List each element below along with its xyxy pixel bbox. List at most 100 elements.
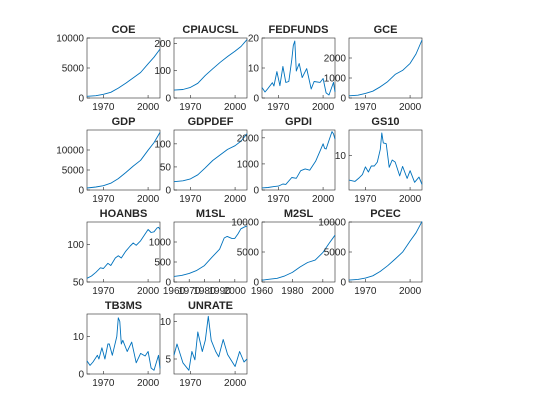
- series-line-m1sl: [173, 225, 248, 277]
- x-tick-label: 1970: [178, 286, 201, 297]
- y-tick-label: 10000: [56, 146, 84, 157]
- subplot-gdp: GDP 1970 2000 0 5000 10000: [56, 116, 161, 205]
- x-tick-label: 1970: [179, 194, 202, 205]
- x-tick-label: 2000: [224, 378, 247, 389]
- y-tick-label: 10: [335, 151, 347, 162]
- series-line-fedfunds: [261, 40, 336, 96]
- y-tick-label: 0: [253, 186, 259, 197]
- plot-title: PCEC: [370, 208, 401, 220]
- plot-title: M1SL: [196, 208, 226, 220]
- subplot-gdpdef: GDPDEF 1970 2000 0 50 100: [154, 116, 248, 205]
- plot-frame: [86, 37, 161, 99]
- plot-frame: [173, 313, 248, 375]
- y-tick-label: 2000: [324, 54, 347, 65]
- x-tick-label: 1970: [92, 102, 115, 113]
- plot-title: GDP: [112, 116, 136, 128]
- y-tick-label: 0: [253, 94, 259, 105]
- x-tick-label: 2000: [137, 102, 160, 113]
- x-tick-label: 1970: [179, 102, 202, 113]
- y-tick-label: 10: [248, 64, 260, 75]
- y-tick-label: 0: [78, 94, 84, 105]
- y-tick-label: 200: [154, 39, 171, 50]
- subplot-hoanbs: HOANBS 1970 2000 50 100: [67, 208, 161, 297]
- plot-title: UNRATE: [188, 300, 233, 312]
- x-tick-label: 1960: [251, 286, 274, 297]
- series-line-coe: [86, 48, 161, 97]
- series-line-gdpdef: [173, 133, 248, 183]
- y-tick-label: 5: [165, 355, 171, 366]
- plot-frame: [86, 313, 161, 375]
- x-tick-label: 1970: [354, 194, 377, 205]
- x-tick-label: 1980: [281, 286, 304, 297]
- series-line-hoanbs: [86, 226, 161, 279]
- x-tick-label: 2000: [399, 286, 422, 297]
- y-tick-label: 10000: [231, 218, 259, 229]
- plot-frame: [261, 129, 336, 191]
- plot-title: TB3MS: [105, 300, 142, 312]
- y-tick-label: 10000: [318, 218, 346, 229]
- plot-title: GDPDEF: [188, 116, 234, 128]
- y-tick-label: 5000: [237, 248, 260, 259]
- y-tick-label: 1000: [324, 74, 347, 85]
- x-tick-label: 2000: [312, 194, 335, 205]
- series-line-tb3ms: [86, 317, 161, 371]
- plot-frame: [261, 37, 336, 99]
- x-tick-label: 1970: [354, 102, 377, 113]
- series-line-pcec: [348, 221, 423, 281]
- x-tick-label: 2000: [224, 286, 247, 297]
- plot-title: CPIAUCSL: [182, 24, 239, 36]
- plot-frame: [348, 221, 423, 283]
- series-line-gpdi: [261, 131, 336, 189]
- plot-title: HOANBS: [100, 208, 148, 220]
- series-line-m2sl: [261, 234, 336, 281]
- x-tick-label: 1970: [267, 194, 290, 205]
- y-tick-label: 20: [248, 34, 260, 45]
- y-tick-label: 1000: [149, 238, 172, 249]
- plot-frame: [173, 129, 248, 191]
- plot-frame: [86, 221, 161, 283]
- y-tick-label: 5000: [62, 64, 85, 75]
- subplot-gs10: GS10 1970 2000 10: [335, 116, 423, 205]
- y-tick-label: 2000: [237, 133, 260, 144]
- plot-title: GCE: [374, 24, 398, 36]
- subplot-pcec: PCEC 1970 2000 0 5000 10000: [318, 208, 423, 297]
- series-line-gce: [348, 39, 423, 97]
- x-tick-label: 2000: [312, 102, 335, 113]
- y-tick-label: 100: [154, 66, 171, 77]
- x-tick-label: 1970: [92, 378, 115, 389]
- series-line-cpiaucsl: [173, 39, 248, 91]
- plot-title: COE: [112, 24, 136, 36]
- y-tick-label: 0: [340, 278, 346, 289]
- y-tick-label: 5000: [324, 248, 347, 259]
- series-line-gs10: [348, 132, 423, 185]
- subplot-unrate: UNRATE 1970 2000 5 10: [160, 300, 248, 389]
- plot-title: FEDFUNDS: [269, 24, 329, 36]
- subplot-cpiaucsl: CPIAUCSL 1970 2000 0 100 200: [154, 24, 248, 113]
- x-tick-label: 1990: [209, 286, 232, 297]
- x-tick-label: 2000: [399, 194, 422, 205]
- subplot-m2sl: M2SL 1960 1980 2000 0 5000 10000: [231, 208, 336, 297]
- series-line-unrate: [173, 315, 248, 371]
- x-tick-label: 2000: [137, 378, 160, 389]
- y-tick-label: 0: [165, 186, 171, 197]
- plot-frame: [86, 129, 161, 191]
- plot-frame: [348, 129, 423, 191]
- x-tick-label: 2000: [312, 286, 335, 297]
- plot-frame: [173, 37, 248, 99]
- plot-frame: [173, 221, 248, 283]
- x-tick-label: 1960: [163, 286, 186, 297]
- y-tick-label: 10: [160, 317, 172, 328]
- y-tick-label: 100: [67, 240, 84, 251]
- y-tick-label: 10000: [56, 34, 84, 45]
- y-tick-label: 5000: [62, 166, 85, 177]
- x-tick-label: 1970: [267, 102, 290, 113]
- y-tick-label: 100: [154, 139, 171, 150]
- y-tick-label: 1000: [237, 159, 260, 170]
- y-tick-label: 10: [73, 332, 85, 343]
- subplot-coe: COE 1970 2000 0 5000 10000: [56, 24, 161, 113]
- x-tick-label: 2000: [137, 286, 160, 297]
- x-tick-label: 2000: [137, 194, 160, 205]
- x-tick-label: 1970: [92, 194, 115, 205]
- series-line-gdp: [86, 132, 161, 189]
